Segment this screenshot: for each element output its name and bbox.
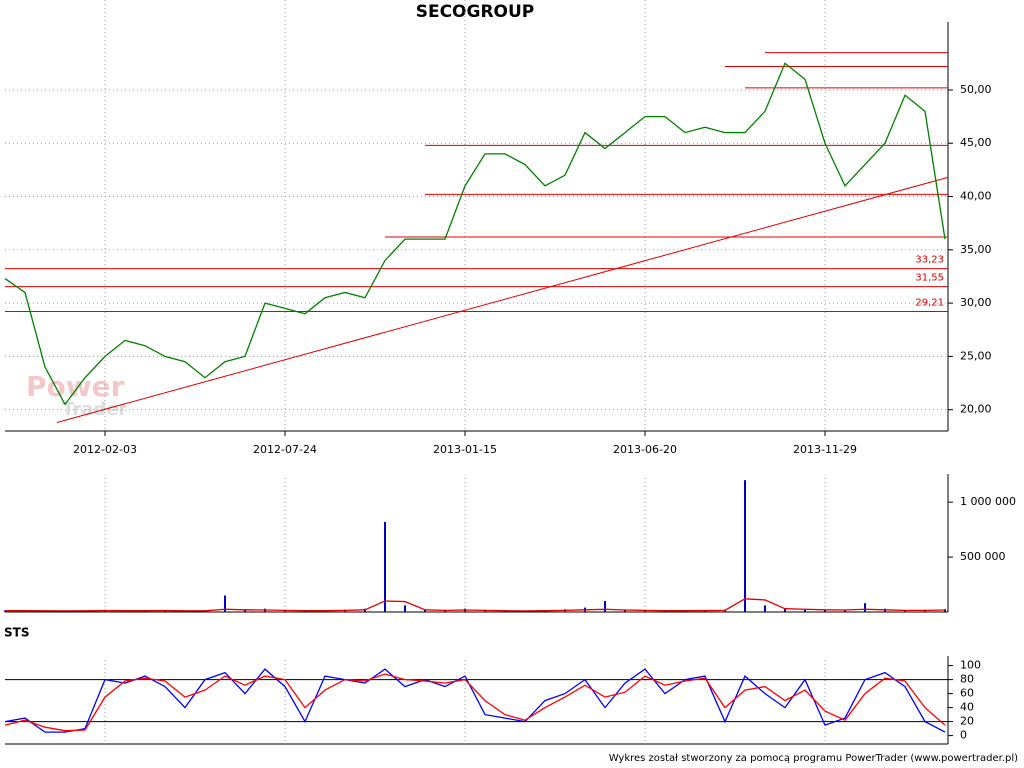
bar [624, 609, 626, 612]
y-tick-label: 100 [960, 659, 981, 672]
series-line [5, 598, 946, 612]
x-tick-label: 2013-11-29 [793, 443, 857, 456]
bar [644, 610, 646, 612]
watermark: Power [26, 370, 125, 403]
y-tick-label: 60 [960, 687, 974, 700]
indicator-title: STS [4, 626, 29, 640]
y-tick-label: 0 [960, 729, 967, 742]
footer: Wykres został stworzony za pomocą progra… [609, 753, 1018, 764]
bar [664, 610, 666, 612]
bar [144, 610, 146, 612]
y-tick-label: 35,00 [960, 243, 992, 256]
y-tick-label: 20 [960, 715, 974, 728]
watermark: Trader [62, 399, 127, 420]
bar [684, 610, 686, 612]
bar [784, 608, 786, 612]
level-label: 31,55 [915, 273, 944, 284]
level-label: 29,21 [915, 298, 944, 309]
bar [524, 611, 526, 612]
bar [804, 609, 806, 612]
bar [184, 611, 186, 612]
x-tick-label: 2012-02-03 [73, 443, 137, 456]
bar [24, 610, 26, 612]
x-tick-label: 2013-06-20 [613, 443, 677, 456]
y-tick-label: 500 000 [960, 550, 1006, 563]
bar [384, 521, 386, 612]
bar [304, 610, 306, 612]
y-tick-label: 20,00 [960, 403, 992, 416]
bar [224, 595, 226, 612]
bar [844, 609, 846, 612]
bar [244, 609, 246, 612]
series-line [4, 673, 946, 732]
y-tick-label: 50,00 [960, 83, 992, 96]
bar [124, 610, 126, 612]
y-tick-label: 45,00 [960, 136, 992, 149]
bar [204, 610, 206, 612]
chart-title: SECOGROUP [416, 2, 535, 22]
bar [764, 605, 766, 612]
x-tick-label: 2013-01-15 [433, 443, 497, 456]
y-tick-label: 25,00 [960, 349, 992, 362]
series-line [4, 62, 946, 406]
y-tick-label: 1 000 000 [960, 495, 1016, 508]
bar [424, 609, 426, 612]
bar [744, 480, 746, 612]
bar [504, 610, 506, 612]
y-tick-label: 40,00 [960, 190, 992, 203]
bar [324, 610, 326, 612]
bar [444, 610, 446, 612]
series-line [4, 668, 946, 733]
bar [864, 603, 866, 612]
bar [284, 610, 286, 612]
x-tick-label: 2012-07-24 [253, 443, 317, 456]
y-tick-label: 80 [960, 673, 974, 686]
bar [404, 605, 406, 612]
bar [64, 611, 66, 612]
bar [604, 601, 606, 612]
trend-line [56, 176, 949, 423]
bar [824, 610, 826, 612]
y-tick-label: 40 [960, 701, 974, 714]
y-tick-label: 30,00 [960, 296, 992, 309]
level-label: 33,23 [915, 255, 944, 266]
bar [904, 610, 906, 612]
